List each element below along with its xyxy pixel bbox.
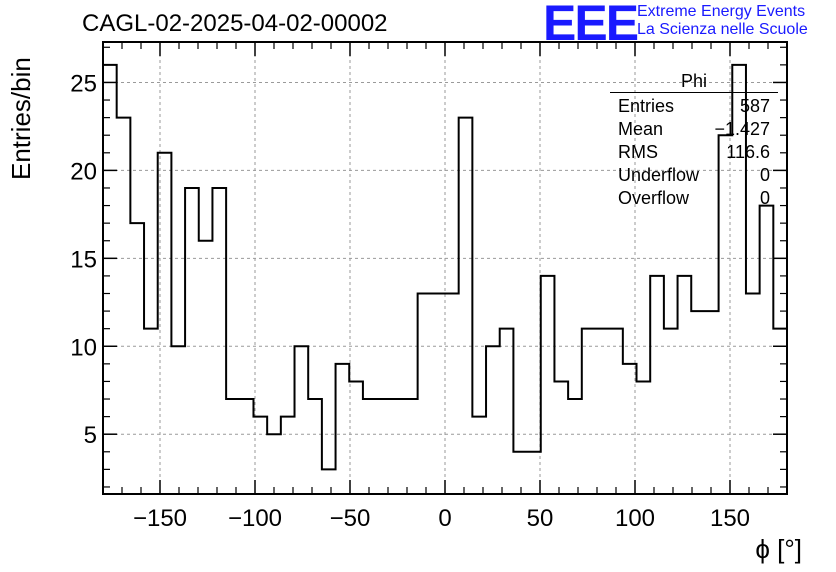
stats-label: Overflow [618, 188, 690, 208]
axis-ticks [102, 42, 788, 494]
y-tick-label: 5 [84, 422, 97, 449]
stats-row-mean: Mean −1.427 [610, 118, 778, 141]
stats-label: RMS [618, 142, 658, 162]
axis-tick-labels: −150 −100 −50 0 50 100 150 5 10 15 20 25 [70, 70, 750, 532]
x-tick-label: 100 [615, 505, 655, 532]
x-tick-label: 0 [438, 505, 451, 532]
x-tick-label: 50 [527, 505, 554, 532]
histogram-step-line [102, 63, 788, 494]
x-axis-label: ϕ [°] [755, 534, 802, 564]
stats-row-entries: Entries 587 [610, 95, 778, 118]
logo-caption-line1: Extreme Energy Events [637, 3, 806, 20]
stats-row-rms: RMS 116.6 [610, 141, 778, 164]
logo-caption-line2: La Scienza nelle Scuole [637, 21, 808, 38]
stats-row-overflow: Overflow 0 [610, 187, 778, 210]
stats-label: Underflow [618, 165, 700, 185]
y-axis-label: Entries/bin [6, 57, 36, 180]
stats-label: Entries [618, 96, 675, 116]
stats-value: 0 [759, 165, 770, 185]
y-tick-label: 15 [70, 246, 97, 273]
stats-row-underflow: Underflow 0 [610, 164, 778, 187]
x-tick-label: −50 [330, 505, 371, 532]
eee-logo: EEE [543, 0, 639, 51]
chart-title: CAGL-02-2025-04-02-00002 [82, 10, 388, 37]
x-tick-label: −100 [228, 505, 282, 532]
stats-divider [610, 92, 778, 93]
y-tick-label: 20 [70, 158, 97, 185]
stats-value: 587 [739, 96, 770, 116]
stats-box: Phi Entries 587 Mean −1.427 RMS 116.6 Un… [610, 70, 778, 210]
stats-value: 0 [759, 188, 770, 208]
stats-label: Mean [618, 119, 664, 139]
stats-value: 116.6 [726, 142, 770, 162]
y-tick-label: 10 [70, 334, 97, 361]
stats-title: Phi [680, 71, 707, 91]
y-tick-label: 25 [70, 70, 97, 97]
logo-caption: Extreme Energy Events La Scienza nelle S… [637, 3, 808, 39]
x-tick-label: 150 [710, 505, 750, 532]
x-tick-label: −150 [133, 505, 187, 532]
grid-lines [103, 42, 787, 494]
stats-value: −1.427 [714, 119, 770, 139]
